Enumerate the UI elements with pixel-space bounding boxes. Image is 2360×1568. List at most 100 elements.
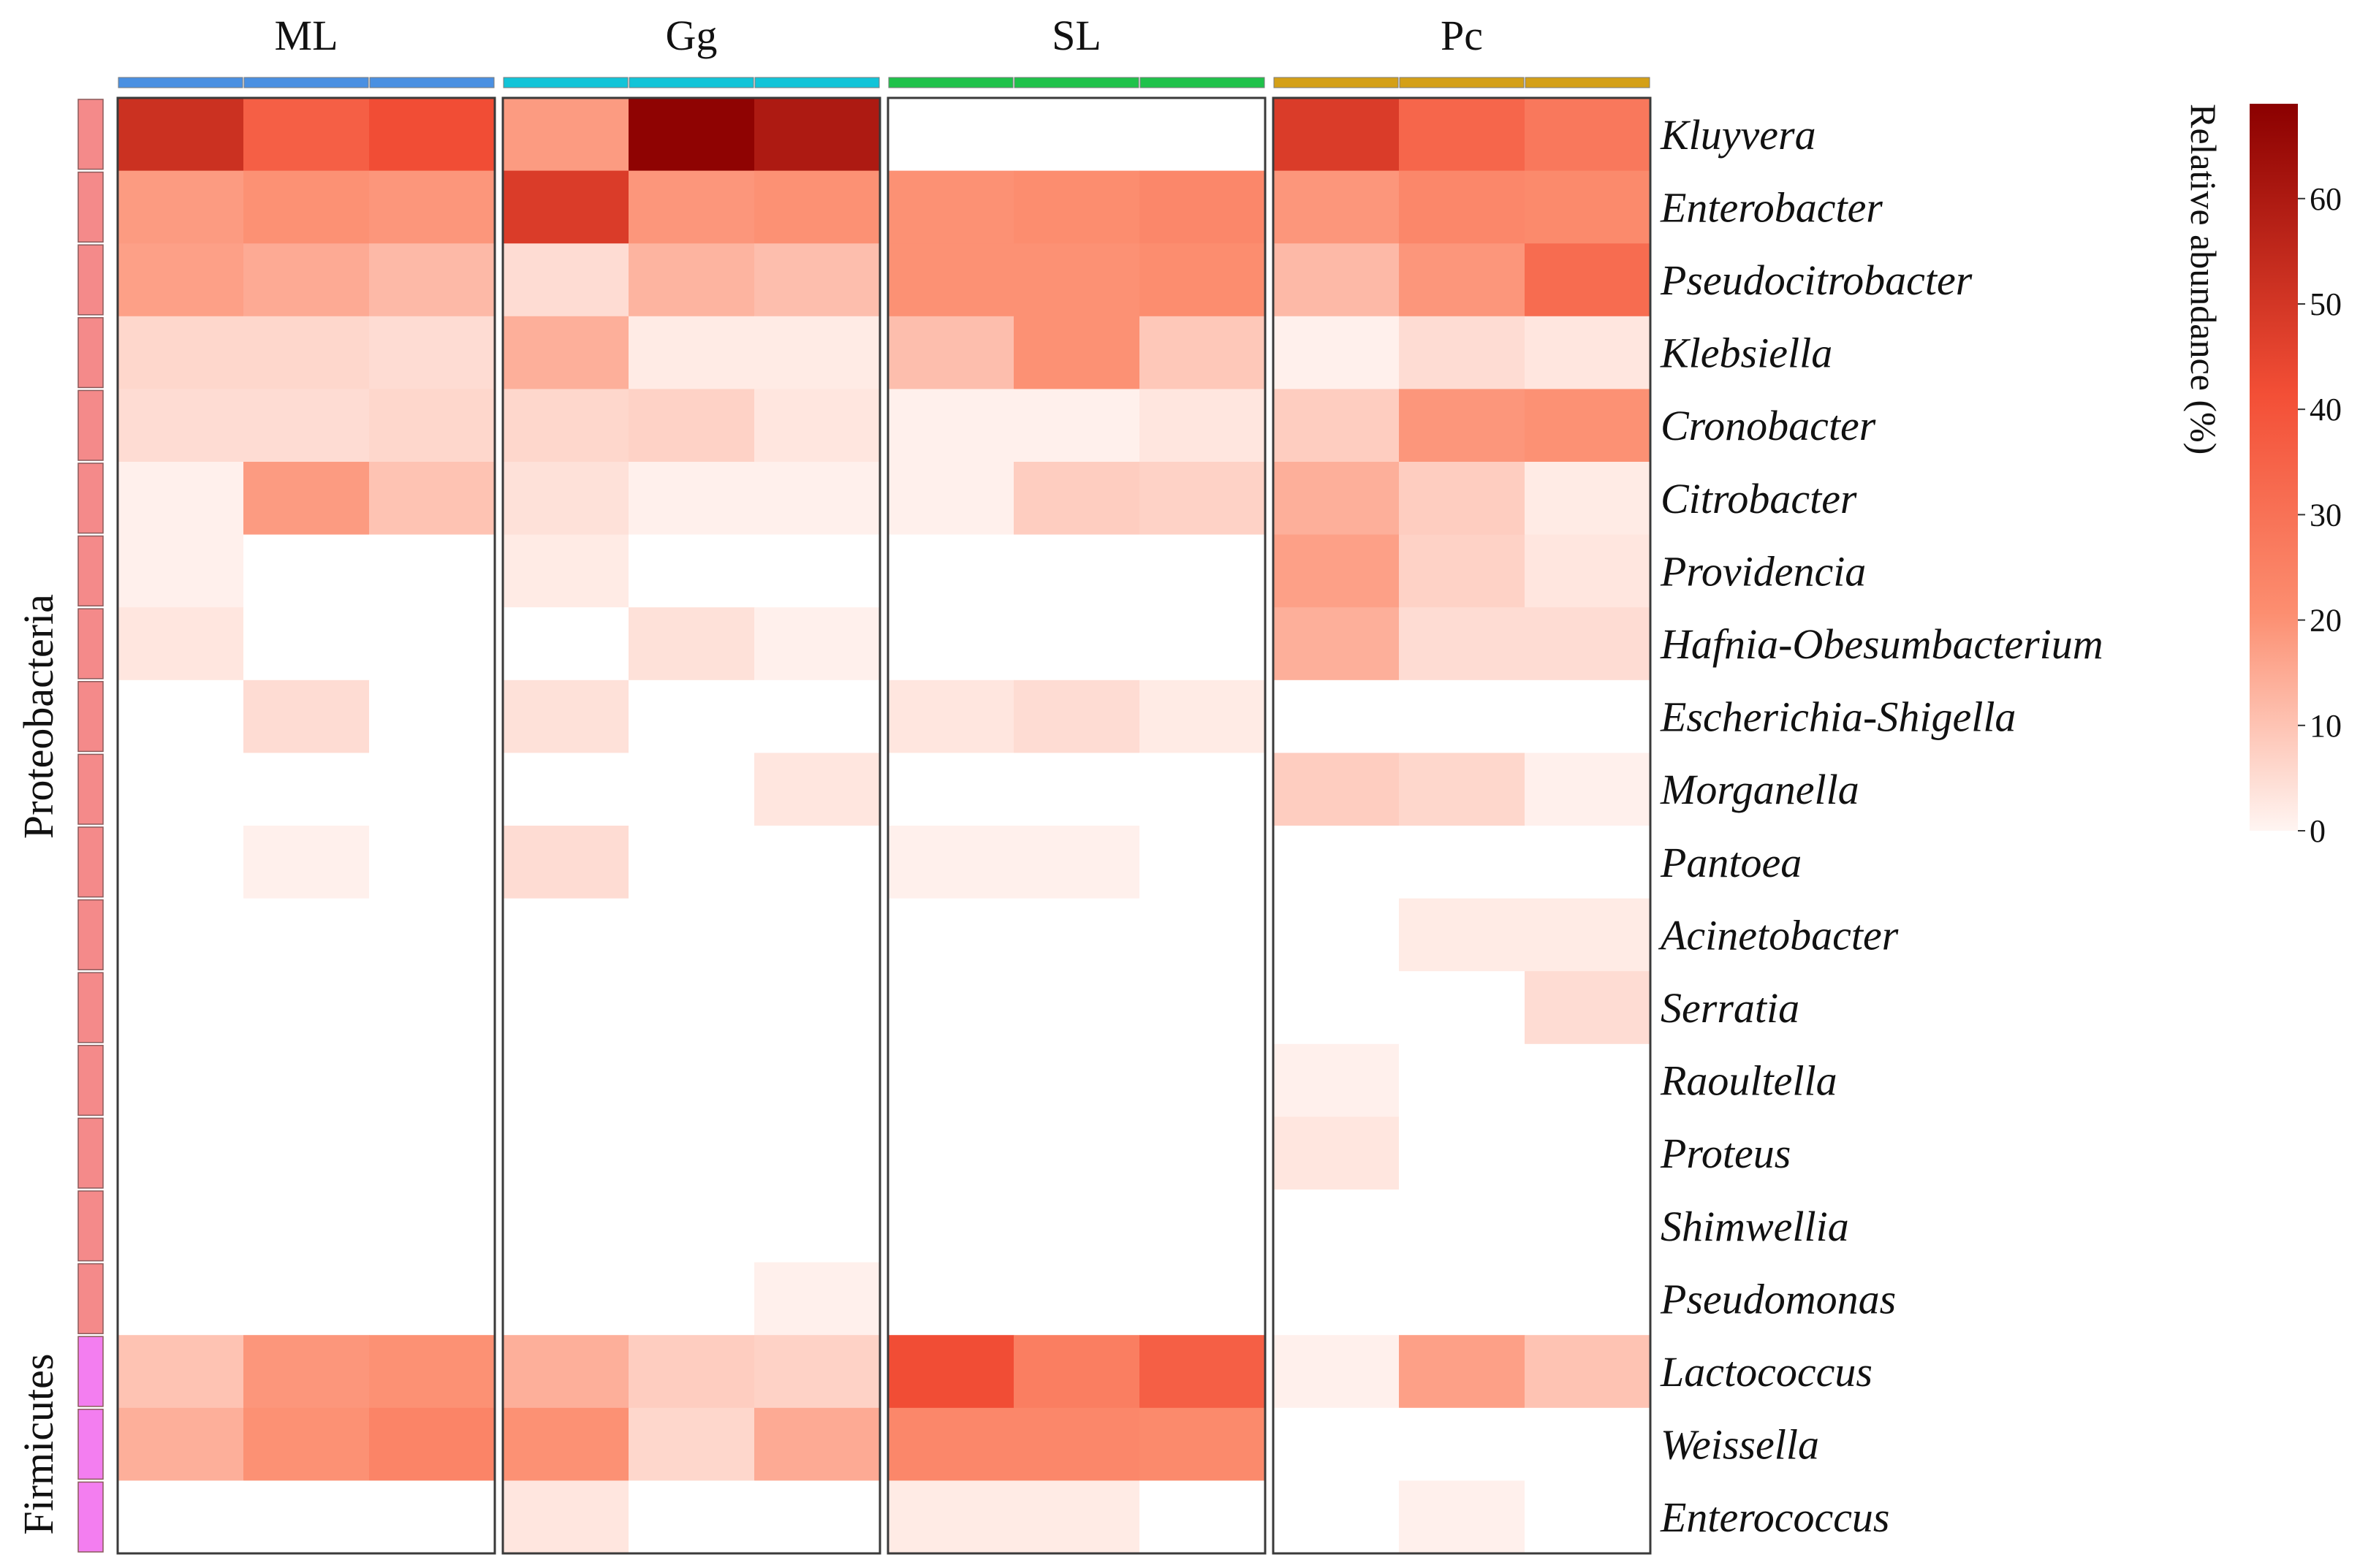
heatmap-cell: [754, 1407, 881, 1481]
heatmap-cell: [888, 1480, 1014, 1554]
heatmap-cell: [1014, 462, 1140, 536]
heatmap-cell: [1399, 1190, 1525, 1263]
group-label-pc: Pc: [1441, 12, 1483, 59]
row-label: Klebsiella: [1660, 330, 1832, 377]
phylum-block: [77, 826, 104, 898]
heatmap-cell: [1014, 1043, 1140, 1117]
heatmap-cell: [1399, 389, 1525, 463]
heatmap-cell: [1525, 898, 1651, 972]
row-label: Proteus: [1660, 1130, 1791, 1177]
heatmap-cell: [369, 1190, 496, 1263]
row-label: Raoultella: [1660, 1057, 1837, 1105]
phylum-block: [77, 99, 104, 170]
heatmap-cell: [118, 1262, 244, 1336]
heatmap-cell: [1273, 170, 1400, 244]
colorbar-legend: Relative abundance (%) 0 10 20 30 40 50 60: [2183, 104, 2342, 849]
row-label: Providencia: [1660, 547, 1866, 595]
heatmap-cell: [1525, 389, 1651, 463]
heatmap-cell: [369, 1407, 496, 1481]
heatmap-cell: [754, 1480, 881, 1554]
row-label: Shimwellia: [1661, 1203, 1849, 1250]
heatmap-cell: [118, 534, 244, 608]
heatmap-cell: [1014, 1190, 1140, 1263]
heatmap-cell: [503, 1190, 629, 1263]
colorbar-tick-label: 20: [2310, 603, 2342, 639]
group-label-gg: Gg: [666, 12, 718, 59]
heatmap-cell: [1014, 1335, 1140, 1409]
phylum-block: [77, 1190, 104, 1262]
heatmap-cell: [118, 1043, 244, 1117]
heatmap-cell: [1139, 462, 1266, 536]
heatmap-cell: [1525, 680, 1651, 753]
heatmap-cell: [118, 607, 244, 681]
heatmap-cell: [754, 1043, 881, 1117]
heatmap-cell: [243, 971, 370, 1045]
heatmap-cells: [118, 98, 1651, 1554]
heatmap-cell: [1399, 170, 1525, 244]
group-header: ML Gg SL Pc: [118, 12, 1650, 88]
heatmap-cell: [369, 898, 496, 972]
heatmap-cell: [243, 1190, 370, 1263]
heatmap-cell: [503, 1480, 629, 1554]
heatmap-cell: [243, 170, 370, 244]
heatmap-cell: [1139, 534, 1266, 608]
heatmap-cell: [1525, 243, 1651, 317]
colorbar-tick-label: 30: [2310, 497, 2342, 533]
heatmap-cell: [888, 607, 1014, 681]
heatmap-cell: [888, 826, 1014, 899]
heatmap-cell: [1399, 680, 1525, 753]
heatmap-cell: [1273, 389, 1400, 463]
heatmap-cell: [243, 1335, 370, 1409]
phylum-block: [77, 244, 104, 316]
heatmap-cell: [629, 1262, 755, 1336]
heatmap-cell: [888, 898, 1014, 972]
heatmap-cell: [754, 1335, 881, 1409]
heatmap-cell: [1399, 971, 1525, 1045]
phylum-block: [77, 972, 104, 1043]
heatmap-cell: [754, 316, 881, 389]
heatmap-cell: [1525, 98, 1651, 172]
heatmap-cell: [1525, 1043, 1651, 1117]
heatmap-cell: [629, 680, 755, 753]
group-bar-segment: [888, 77, 1014, 88]
heatmap-cell: [888, 753, 1014, 826]
heatmap-cell: [503, 753, 629, 826]
heatmap-cell: [629, 898, 755, 972]
heatmap-cell: [888, 1043, 1014, 1117]
heatmap-cell: [1399, 607, 1525, 681]
heatmap-cell: [243, 607, 370, 681]
heatmap-cell: [118, 753, 244, 826]
heatmap-cell: [1139, 316, 1266, 389]
heatmap-cell: [369, 243, 496, 317]
phylum-block: [77, 463, 104, 534]
heatmap-cell: [629, 753, 755, 826]
heatmap-cell: [369, 753, 496, 826]
heatmap-cell: [1014, 826, 1140, 899]
heatmap-cell: [118, 826, 244, 899]
heatmap-cell: [1399, 1043, 1525, 1117]
heatmap-cell: [1014, 971, 1140, 1045]
heatmap-cell: [1139, 1116, 1266, 1190]
heatmap-cell: [1273, 971, 1400, 1045]
heatmap-cell: [503, 1335, 629, 1409]
group-bar-segment: [503, 77, 629, 88]
heatmap-cell: [1139, 1262, 1266, 1336]
heatmap-cell: [1399, 243, 1525, 317]
heatmap-cell: [503, 1407, 629, 1481]
heatmap-cell: [1525, 1335, 1651, 1409]
heatmap-cell: [754, 607, 881, 681]
heatmap-cell: [369, 389, 496, 463]
heatmap-cell: [369, 826, 496, 899]
heatmap-cell: [1525, 607, 1651, 681]
heatmap-cell: [1139, 1335, 1266, 1409]
heatmap-cell: [1399, 898, 1525, 972]
heatmap-cell: [369, 170, 496, 244]
phylum-block: [77, 1263, 104, 1334]
heatmap-cell: [369, 462, 496, 536]
heatmap-cell: [1525, 1190, 1651, 1263]
heatmap-cell: [243, 680, 370, 753]
colorbar-tick-label: 0: [2310, 813, 2326, 849]
heatmap-cell: [629, 1116, 755, 1190]
heatmap-cell: [243, 898, 370, 972]
